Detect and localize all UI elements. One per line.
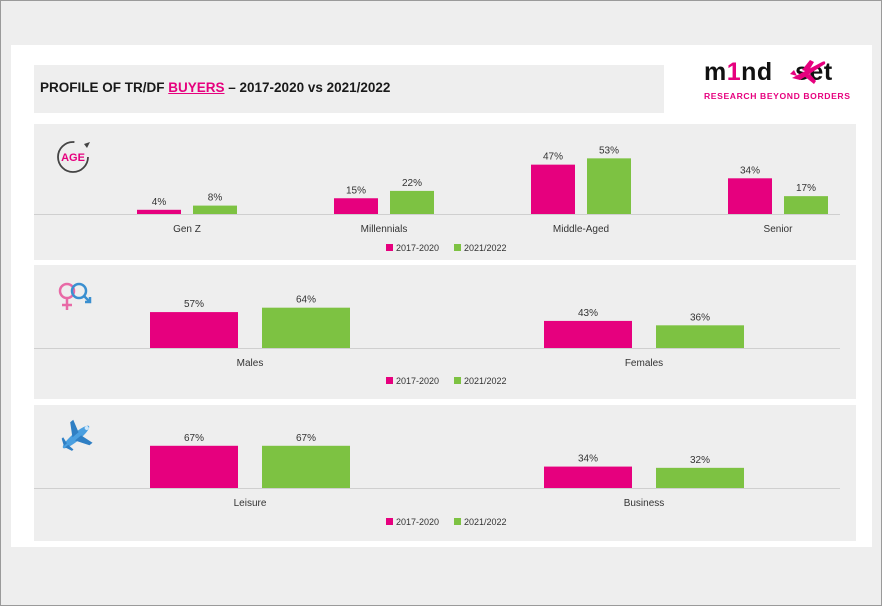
bar — [262, 307, 350, 348]
data-label: 47% — [543, 152, 563, 163]
purpose-panel: 67% 67% Leisure 34% 32% Business 2017-2020 2021… — [34, 405, 856, 541]
data-label: 15% — [346, 185, 366, 196]
logo-wordmark: m1nd set — [704, 58, 833, 86]
page-title: PROFILE OF TR/DF BUYERS – 2017-2020 vs 2… — [40, 80, 390, 95]
bar — [544, 320, 632, 348]
legend-entry: 2021/2022 — [464, 517, 507, 527]
airplane-icon — [61, 419, 93, 451]
legend-entry: 2017-2020 — [396, 376, 439, 386]
bar — [656, 467, 744, 488]
data-label: 34% — [740, 165, 760, 176]
data-label: 53% — [599, 145, 619, 156]
bar — [728, 178, 772, 214]
data-label: 57% — [184, 299, 204, 310]
mindset-logo: m1nd set RESEARCH BEYOND BORDERS — [700, 54, 860, 106]
bar — [656, 325, 744, 348]
title-prefix: PROFILE OF TR/DF — [40, 80, 169, 95]
gender-icon — [58, 282, 92, 310]
category-label: Males — [237, 358, 264, 369]
legend-entry: 2017-2020 — [396, 243, 439, 253]
legend-entry: 2021/2022 — [464, 376, 507, 386]
age-panel: AGE 4% 8% Gen Z 15% 22% Millennials 47% 53% Midd… — [34, 124, 856, 260]
data-label: 36% — [690, 312, 710, 323]
logo-tagline: RESEARCH BEYOND BORDERS — [704, 91, 851, 101]
legend-entry: 2017-2020 — [396, 517, 439, 527]
bar — [137, 209, 181, 214]
category-label: Business — [624, 498, 665, 509]
gender-panel: 57% 64% Males 43% 36% Females 2017-2020 2021/20… — [34, 265, 856, 399]
category-label: Millennials — [361, 224, 408, 235]
legend-swatch — [386, 518, 393, 525]
legend-entry: 2021/2022 — [464, 243, 507, 253]
bar — [531, 164, 575, 214]
age-icon: AGE — [57, 141, 90, 173]
logo-plane-icon — [790, 60, 826, 84]
gender-chart: 57% 64% Males 43% 36% Females 2017-2020 2021/20… — [34, 282, 840, 386]
purpose-chart: 67% 67% Leisure 34% 32% Business 2017-2020 2021… — [34, 419, 840, 527]
title-highlight: BUYERS — [168, 80, 225, 95]
category-label: Leisure — [234, 498, 267, 509]
legend-swatch — [386, 244, 393, 251]
age-icon-label: AGE — [61, 152, 85, 164]
bar — [193, 205, 237, 214]
data-label: 22% — [402, 178, 422, 189]
data-label: 17% — [796, 183, 816, 194]
legend-swatch — [386, 377, 393, 384]
title-suffix: – 2017-2020 vs 2021/2022 — [224, 80, 391, 95]
bar — [587, 158, 631, 214]
category-label: Females — [625, 358, 663, 369]
bar — [262, 445, 350, 488]
legend-swatch — [454, 244, 461, 251]
data-label: 67% — [184, 433, 204, 444]
bar — [390, 190, 434, 214]
bar — [784, 196, 828, 214]
data-label: 67% — [296, 433, 316, 444]
title-panel — [34, 65, 664, 113]
legend-swatch — [454, 518, 461, 525]
bar — [334, 198, 378, 214]
category-label: Gen Z — [173, 224, 201, 235]
legend-swatch — [454, 377, 461, 384]
data-label: 34% — [578, 454, 598, 465]
data-label: 4% — [152, 197, 167, 208]
age-chart: AGE 4% 8% Gen Z 15% 22% Millennials 47% 53% Midd… — [34, 141, 840, 253]
data-label: 43% — [578, 308, 598, 319]
bar — [150, 312, 238, 348]
category-label: Middle-Aged — [553, 224, 609, 235]
category-label: Senior — [764, 224, 794, 235]
data-label: 8% — [208, 193, 223, 204]
bar — [544, 466, 632, 488]
data-label: 64% — [296, 295, 316, 306]
bar — [150, 445, 238, 488]
data-label: 32% — [690, 455, 710, 466]
